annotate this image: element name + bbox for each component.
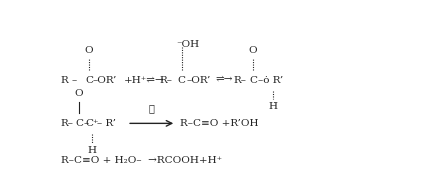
Text: –OR’: –OR’ [93, 75, 117, 85]
Text: 慢: 慢 [149, 104, 154, 113]
Text: R–: R– [61, 119, 74, 128]
Text: –ȯ R’: –ȯ R’ [258, 75, 283, 85]
Text: R–C≡Ȯ +R’OH: R–C≡Ȯ +R’OH [180, 119, 258, 128]
Text: C: C [249, 75, 257, 85]
Text: R–: R– [160, 75, 173, 85]
Text: O: O [85, 46, 93, 55]
Text: –: – [84, 119, 89, 128]
Text: R–C≡Ȯ + H₂O–  →RCOOH+H⁺: R–C≡Ȯ + H₂O– →RCOOH+H⁺ [61, 156, 222, 165]
Text: –OR’: –OR’ [186, 75, 211, 85]
Text: R–: R– [234, 75, 247, 85]
Text: C: C [85, 75, 93, 85]
Text: – R’: – R’ [97, 119, 116, 128]
Text: O: O [75, 89, 83, 98]
Text: Ḣ: Ḣ [269, 102, 278, 111]
Text: C: C [177, 75, 186, 85]
Text: H: H [88, 146, 97, 156]
Text: O: O [249, 46, 258, 55]
Text: +H⁺⇌→: +H⁺⇌→ [123, 75, 164, 85]
Text: ⁻OH: ⁻OH [176, 40, 199, 49]
Text: ⇌→: ⇌→ [216, 75, 234, 85]
Text: C: C [75, 119, 83, 128]
Text: R –: R – [61, 75, 77, 85]
Text: C⁺: C⁺ [85, 119, 99, 128]
